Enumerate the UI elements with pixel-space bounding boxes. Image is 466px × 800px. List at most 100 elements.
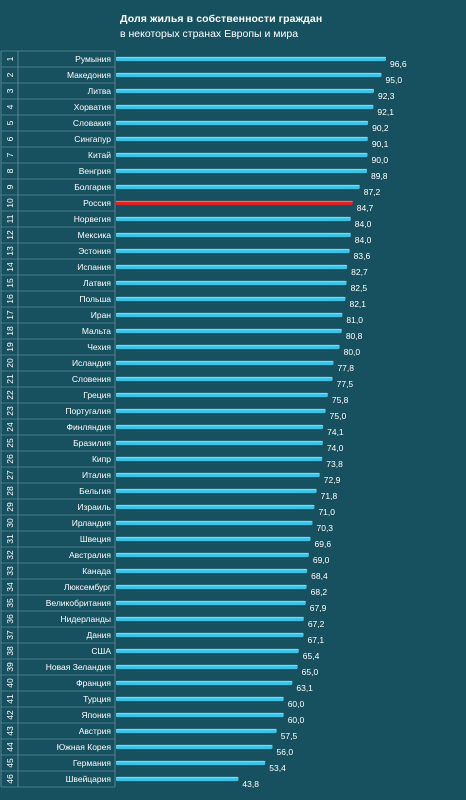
rank-label: 8 bbox=[5, 168, 15, 173]
country-label: Канада bbox=[82, 566, 111, 576]
bar bbox=[116, 552, 309, 558]
country-label: Бельгия bbox=[79, 486, 111, 496]
rank-label: 19 bbox=[5, 342, 15, 352]
rank-label: 9 bbox=[5, 184, 15, 189]
value-label: 53,4 bbox=[269, 763, 286, 773]
bar bbox=[116, 360, 334, 366]
rank-label: 32 bbox=[5, 550, 15, 560]
country-label: Турция bbox=[83, 694, 111, 704]
value-label: 82,7 bbox=[351, 267, 368, 277]
value-label: 70,3 bbox=[316, 523, 333, 533]
value-label: 68,2 bbox=[311, 587, 328, 597]
rank-label: 42 bbox=[5, 710, 15, 720]
bar bbox=[116, 744, 273, 750]
chart-subtitle: в некоторых странах Европы и мира bbox=[120, 28, 299, 40]
rank-label: 22 bbox=[5, 390, 15, 400]
bar bbox=[116, 536, 311, 542]
bar bbox=[116, 456, 323, 462]
rank-label: 41 bbox=[5, 694, 15, 704]
country-label: Мексика bbox=[78, 230, 112, 240]
value-label: 83,6 bbox=[354, 251, 371, 261]
country-label: Дания bbox=[86, 630, 111, 640]
bar-shine bbox=[116, 56, 386, 59]
bar-shine bbox=[116, 168, 367, 171]
value-label: 56,0 bbox=[277, 747, 294, 757]
rank-label: 3 bbox=[5, 88, 15, 93]
country-label: Франция bbox=[76, 678, 111, 688]
value-label: 84,7 bbox=[357, 203, 374, 213]
value-label: 84,0 bbox=[355, 235, 372, 245]
value-label: 71,0 bbox=[318, 507, 335, 517]
value-label: 95,0 bbox=[386, 75, 403, 85]
bar-shine bbox=[116, 632, 304, 635]
bar-shine bbox=[116, 488, 317, 491]
value-label: 92,3 bbox=[378, 91, 395, 101]
value-label: 63,1 bbox=[296, 683, 313, 693]
country-label: Япония bbox=[81, 710, 111, 720]
country-label: Исландия bbox=[72, 358, 111, 368]
country-label: Россия bbox=[83, 198, 111, 208]
bar bbox=[116, 328, 342, 334]
country-label: Великобритания bbox=[46, 598, 112, 608]
bar-shine bbox=[116, 712, 284, 715]
bar bbox=[116, 584, 307, 590]
value-label: 74,0 bbox=[327, 443, 344, 453]
rank-label: 14 bbox=[5, 262, 15, 272]
bar bbox=[116, 472, 320, 478]
bar-shine bbox=[116, 104, 374, 107]
bar-shine bbox=[116, 664, 298, 667]
bar-shine bbox=[116, 376, 333, 379]
bar-shine bbox=[116, 200, 353, 203]
rank-label: 13 bbox=[5, 246, 15, 256]
country-label: Израиль bbox=[77, 502, 111, 512]
bar bbox=[116, 104, 374, 110]
country-label: Китай bbox=[88, 150, 111, 160]
bar-shine bbox=[116, 392, 328, 395]
value-label: 82,5 bbox=[351, 283, 368, 293]
value-label: 69,0 bbox=[313, 555, 330, 565]
bar-shine bbox=[116, 296, 346, 299]
bar bbox=[116, 56, 386, 62]
value-label: 67,1 bbox=[308, 635, 325, 645]
bar bbox=[116, 120, 369, 126]
rank-label: 33 bbox=[5, 566, 15, 576]
value-label: 81,0 bbox=[346, 315, 363, 325]
bar-shine bbox=[116, 616, 304, 619]
bar-shine bbox=[116, 408, 326, 411]
value-label: 74,1 bbox=[327, 427, 344, 437]
value-label: 96,6 bbox=[390, 59, 407, 69]
country-label: Греция bbox=[83, 390, 111, 400]
bar-shine bbox=[116, 456, 323, 459]
value-label: 75,0 bbox=[330, 411, 347, 421]
rank-label: 26 bbox=[5, 454, 15, 464]
rank-label: 38 bbox=[5, 646, 15, 656]
bar-shine bbox=[116, 568, 308, 571]
rank-label: 37 bbox=[5, 630, 15, 640]
bar-shine bbox=[116, 280, 347, 283]
value-label: 43,8 bbox=[242, 779, 259, 789]
value-label: 75,8 bbox=[332, 395, 349, 405]
bar-shine bbox=[116, 472, 320, 475]
country-label: Польша bbox=[79, 294, 111, 304]
value-label: 77,5 bbox=[337, 379, 354, 389]
bar-shine bbox=[116, 760, 266, 763]
value-label: 89,8 bbox=[371, 171, 388, 181]
rank-label: 34 bbox=[5, 582, 15, 592]
country-label: Литва bbox=[88, 86, 112, 96]
bar bbox=[116, 296, 346, 302]
rank-label: 36 bbox=[5, 614, 15, 624]
value-label: 84,0 bbox=[355, 219, 372, 229]
value-label: 65,4 bbox=[303, 651, 320, 661]
value-label: 80,8 bbox=[346, 331, 363, 341]
bar bbox=[116, 248, 350, 254]
country-label: Чехия bbox=[87, 342, 111, 352]
bar-shine bbox=[116, 88, 374, 91]
bar-highlight bbox=[116, 200, 353, 206]
bar-shine bbox=[116, 344, 340, 347]
value-label: 69,6 bbox=[315, 539, 332, 549]
bar-shine bbox=[116, 152, 368, 155]
country-label: Болгария bbox=[74, 182, 111, 192]
country-label: Словакия bbox=[73, 118, 112, 128]
rank-label: 24 bbox=[5, 422, 15, 432]
value-label: 57,5 bbox=[281, 731, 298, 741]
